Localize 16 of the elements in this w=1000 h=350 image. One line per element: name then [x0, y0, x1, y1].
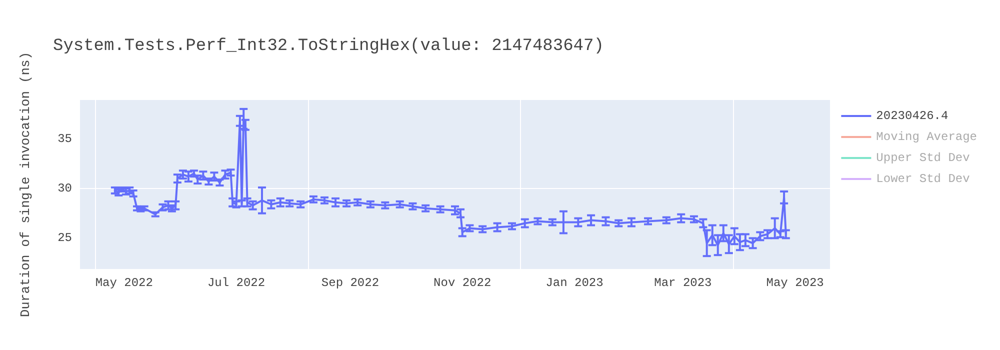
- y-tick-label: 35: [58, 132, 72, 146]
- chart-title: System.Tests.Perf_Int32.ToStringHex(value: 2147483647): [53, 37, 604, 56]
- legend-label: Moving Average: [876, 130, 978, 144]
- legend-label: 20230426.4: [876, 109, 948, 123]
- y-tick-label: 25: [58, 231, 72, 246]
- y-tick-label: 30: [58, 181, 72, 196]
- x-tick-label: May 2023: [766, 276, 824, 290]
- legend-label: Lower Std Dev: [876, 172, 970, 186]
- y-axis-title: Duration of single invocation (ns): [18, 52, 33, 318]
- x-tick-label: Sep 2022: [321, 276, 380, 290]
- legend-label: Upper Std Dev: [876, 151, 970, 165]
- x-tick-label: May 2022: [95, 276, 153, 290]
- x-tick-label: Jul 2022: [207, 276, 266, 290]
- x-tick-label: Nov 2022: [434, 276, 492, 290]
- x-tick-label: Mar 2023: [654, 276, 712, 290]
- x-tick-label: Jan 2023: [546, 276, 604, 290]
